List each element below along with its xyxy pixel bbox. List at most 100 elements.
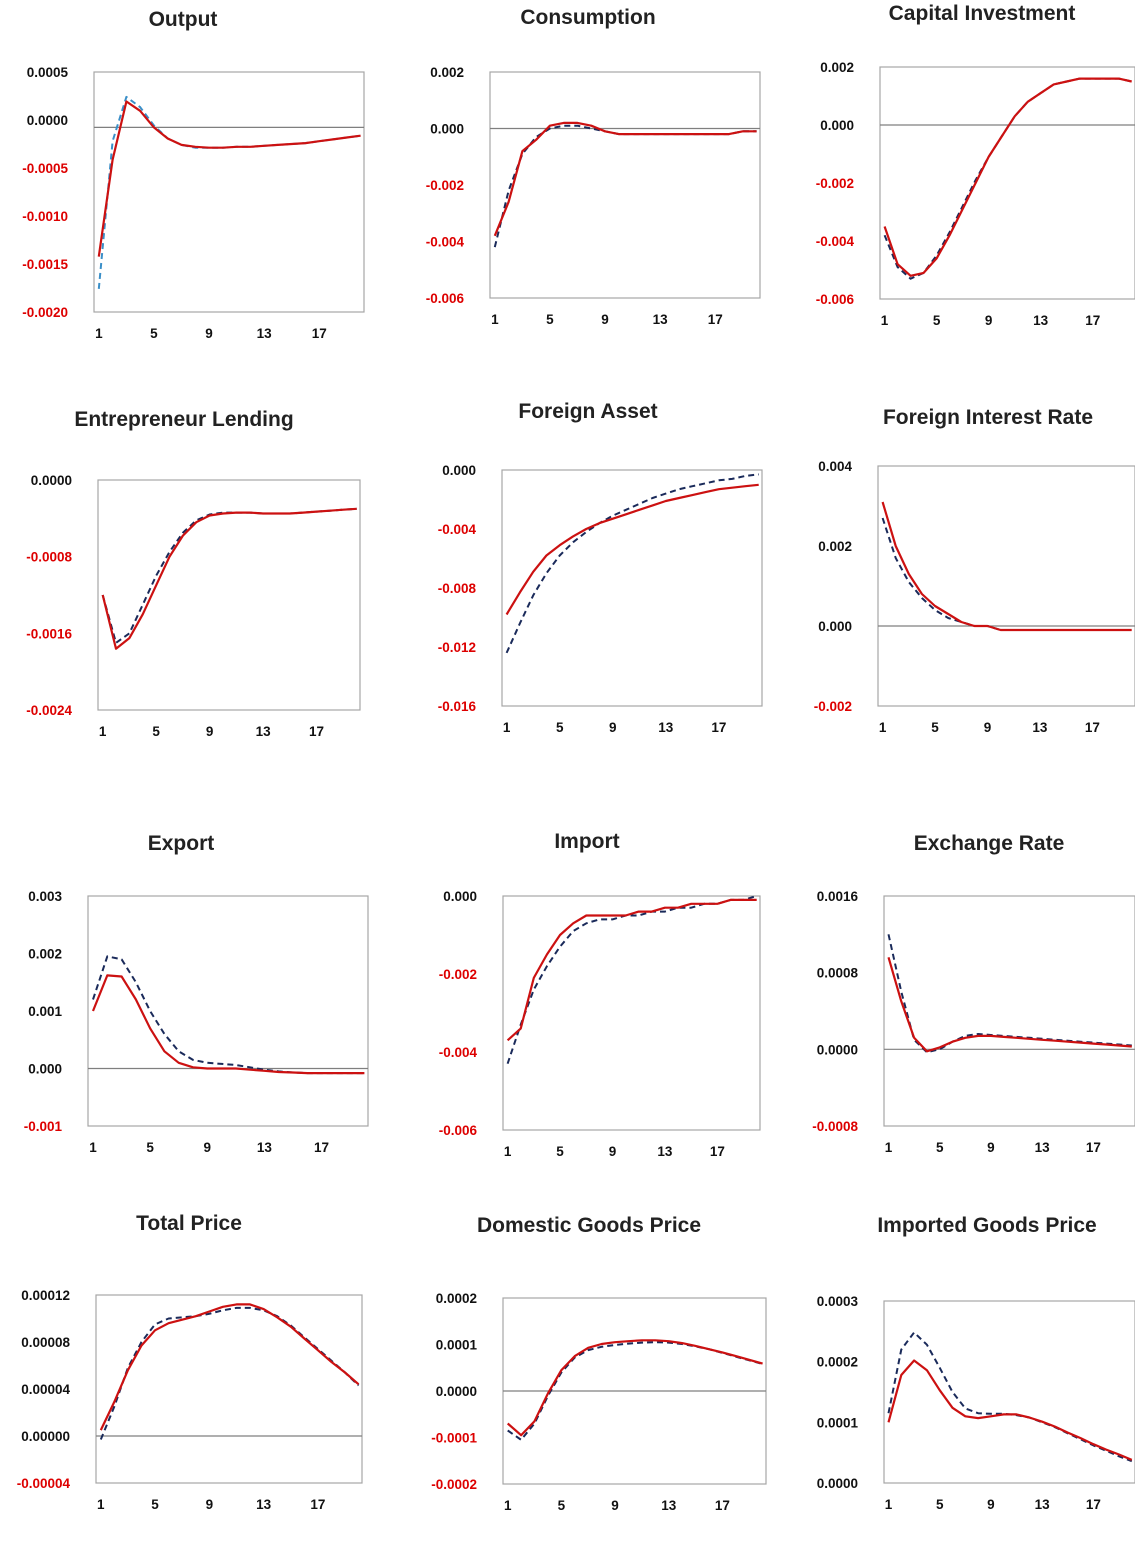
chart-title: Total Price: [136, 1212, 242, 1235]
x-tick-label: 1: [95, 326, 103, 341]
solid-series-line: [506, 1339, 763, 1437]
plot-frame: [883, 895, 1135, 1127]
y-tick-label: 0.001: [28, 1004, 62, 1019]
x-tick-label: 9: [984, 720, 992, 735]
chart-11: Domestic Goods Price 0.0002 0.0001 0.0000 -0…: [431, 1214, 767, 1513]
chart-title: Import: [554, 830, 619, 853]
y-tick-label: 0.00012: [21, 1288, 70, 1303]
y-tick-label: 0.002: [818, 539, 852, 554]
y-tick-label: 0.0000: [27, 113, 68, 128]
dashed-series-line: [92, 955, 365, 1075]
x-tick-label: 9: [206, 724, 214, 739]
x-tick-label: 17: [314, 1140, 329, 1155]
chart-title: Exchange Rate: [914, 832, 1065, 855]
x-tick-label: 13: [657, 1144, 673, 1159]
chart-title: Consumption: [520, 6, 655, 29]
y-tick-label: -0.004: [816, 234, 855, 249]
y-tick-label: 0.00000: [21, 1429, 70, 1444]
chart-5: Foreign Asset 0.000 -0.004 -0.008 -0.012 -0.0…: [438, 400, 763, 735]
x-tick-label: 13: [1035, 1140, 1051, 1155]
x-tick-label: 17: [708, 312, 723, 327]
x-tick-label: 13: [257, 326, 273, 341]
x-tick-label: 9: [601, 312, 609, 327]
x-tick-label: 5: [933, 313, 941, 328]
x-tick-label: 1: [885, 1497, 893, 1512]
y-tick-label: -0.006: [439, 1123, 478, 1138]
x-tick-label: 1: [99, 724, 107, 739]
y-tick-label: 0.0001: [817, 1415, 859, 1430]
y-tick-label: 0.000: [443, 889, 477, 904]
x-tick-label: 13: [1033, 313, 1049, 328]
y-tick-label: -0.0010: [22, 209, 68, 224]
x-tick-label: 17: [1085, 313, 1100, 328]
y-tick-label: -0.002: [426, 178, 464, 193]
x-tick-label: 17: [309, 724, 324, 739]
solid-series-line: [887, 956, 1132, 1053]
y-tick-label: 0.0001: [436, 1338, 478, 1353]
x-tick-label: 9: [206, 1497, 214, 1512]
x-tick-label: 17: [711, 720, 726, 735]
x-tick-label: 5: [556, 720, 564, 735]
chart-4: Entrepreneur Lending 0.0000 -0.0008 -0.0016…: [26, 408, 361, 739]
x-tick-label: 1: [504, 1144, 512, 1159]
chart-title: Output: [149, 8, 218, 31]
x-tick-label: 17: [1085, 720, 1100, 735]
x-tick-label: 17: [312, 326, 327, 341]
chart-title: Entrepreneur Lending: [74, 408, 293, 431]
chart-title: Foreign Asset: [518, 400, 657, 423]
x-tick-label: 13: [658, 720, 674, 735]
y-tick-label: -0.0008: [26, 550, 72, 565]
x-tick-label: 5: [558, 1498, 566, 1513]
y-tick-label: -0.004: [438, 522, 477, 537]
chart-8: Import 0.000 -0.002 -0.004 -0.006 1 5 9 13 17: [439, 830, 761, 1159]
x-tick-label: 13: [1032, 720, 1048, 735]
dashed-series-line: [493, 124, 757, 248]
x-tick-label: 5: [556, 1144, 564, 1159]
dashed-series-line: [97, 95, 361, 289]
chart-12: Imported Goods Price 0.0003 0.0002 0.0001 0.…: [817, 1214, 1135, 1512]
plot-frame: [93, 71, 365, 313]
y-tick-label: -0.002: [439, 967, 477, 982]
x-tick-label: 5: [936, 1497, 944, 1512]
plot-frame: [95, 1294, 363, 1484]
chart-title: Capital Investment: [889, 2, 1076, 25]
chart-10: Total Price 0.00012 0.00008 0.00004 0.00000 -…: [17, 1212, 363, 1512]
y-tick-label: 0.0016: [817, 889, 859, 904]
y-tick-label: 0.000: [28, 1062, 62, 1077]
y-tick-label: 0.000: [818, 619, 852, 634]
chart-title: Foreign Interest Rate: [883, 406, 1093, 429]
x-tick-label: 17: [715, 1498, 730, 1513]
x-tick-label: 13: [256, 724, 272, 739]
solid-series-line: [883, 77, 1132, 277]
plot-frame: [502, 895, 761, 1131]
y-tick-label: 0.0000: [817, 1476, 858, 1491]
y-tick-label: -0.0008: [812, 1119, 858, 1134]
x-tick-label: 9: [609, 720, 617, 735]
solid-series-line: [493, 121, 757, 237]
plot-frame: [97, 479, 361, 711]
y-tick-label: 0.002: [430, 65, 464, 80]
x-tick-label: 9: [987, 1140, 995, 1155]
x-tick-label: 9: [609, 1144, 617, 1159]
y-tick-label: 0.0002: [817, 1355, 858, 1370]
y-tick-label: 0.000: [820, 118, 854, 133]
y-tick-label: -0.012: [438, 640, 476, 655]
y-tick-label: 0.0002: [436, 1291, 477, 1306]
chart-title: Domestic Goods Price: [477, 1214, 701, 1237]
x-tick-label: 5: [152, 724, 160, 739]
chart-7: Export 0.003 0.002 0.001 0.000 -0.001 1 5 9 13 17: [24, 832, 369, 1155]
y-tick-label: -0.016: [438, 699, 477, 714]
dashed-series-line: [101, 507, 357, 644]
x-tick-label: 1: [881, 313, 889, 328]
x-tick-label: 13: [653, 312, 669, 327]
x-tick-label: 1: [879, 720, 887, 735]
solid-series-line: [101, 507, 357, 650]
x-tick-label: 9: [985, 313, 993, 328]
y-tick-label: 0.0000: [817, 1042, 858, 1057]
solid-series-line: [97, 100, 361, 257]
y-tick-label: -0.0015: [22, 257, 68, 272]
y-tick-label: 0.0000: [436, 1384, 477, 1399]
plot-frame: [489, 71, 761, 299]
dashed-series-line: [505, 473, 759, 654]
